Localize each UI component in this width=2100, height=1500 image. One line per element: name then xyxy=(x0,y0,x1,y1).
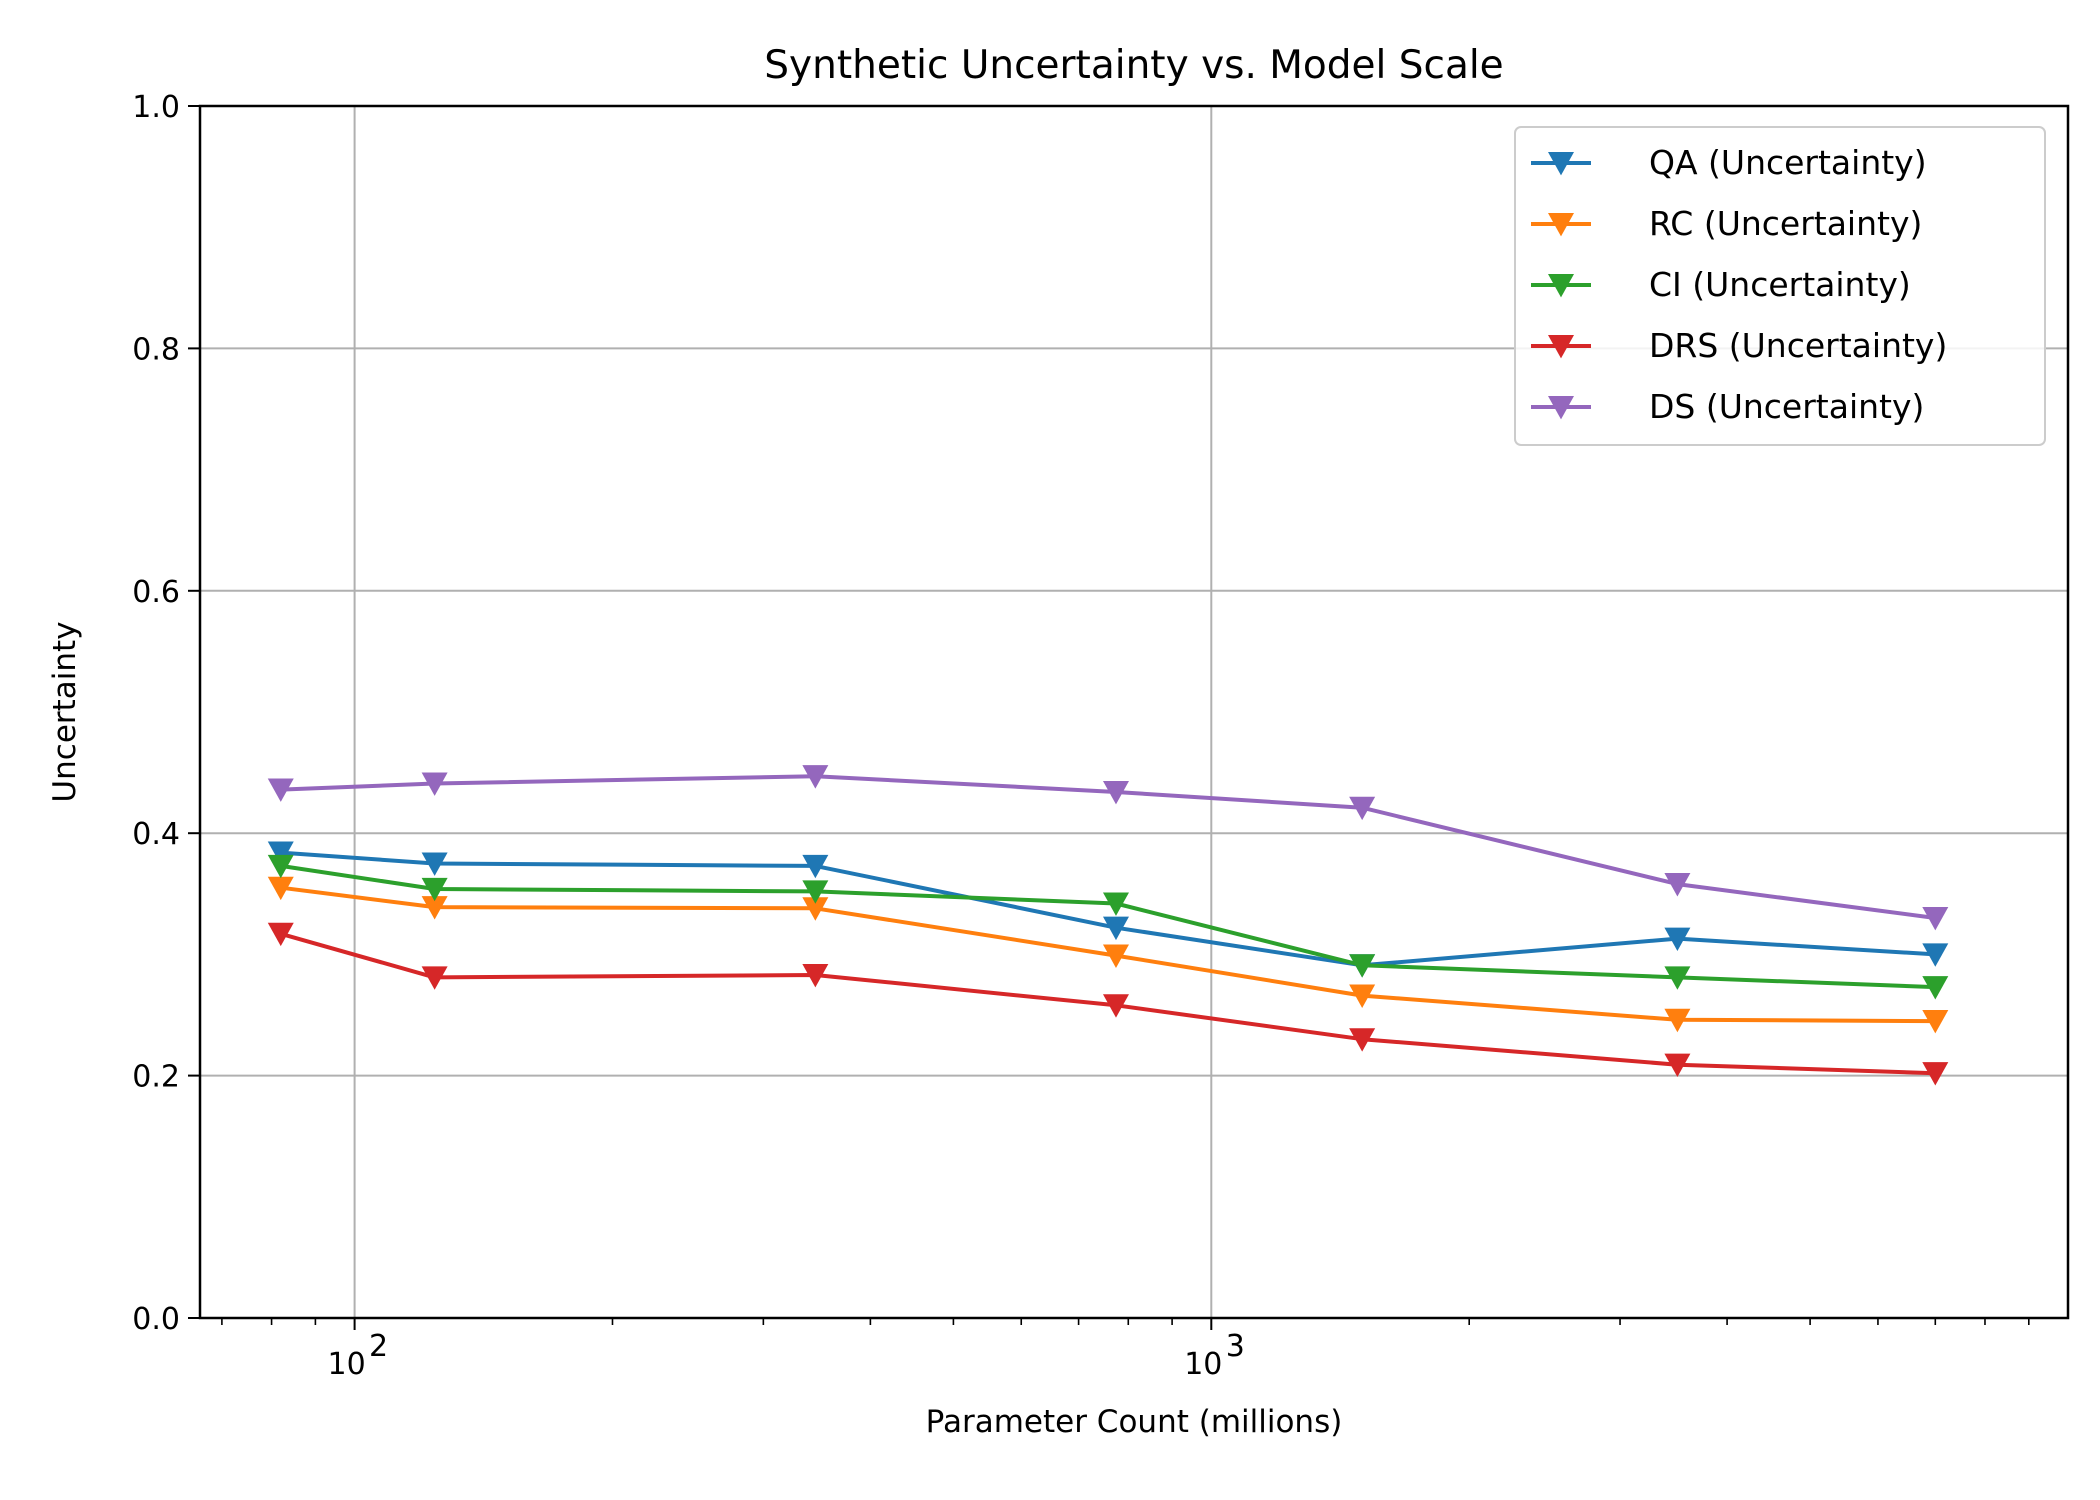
legend-marker xyxy=(1548,334,1574,359)
legend-marker xyxy=(1548,273,1574,298)
data-point xyxy=(1664,1053,1691,1078)
x-tick-exponent: 2 xyxy=(369,1329,388,1364)
y-tick-label: 0.8 xyxy=(132,332,180,367)
data-point xyxy=(1922,1010,1949,1034)
data-point xyxy=(421,966,448,990)
x-tick-label: 10 xyxy=(1184,1347,1222,1382)
data-point xyxy=(1102,892,1129,916)
data-point xyxy=(802,897,829,921)
series-2 xyxy=(267,854,1949,1000)
legend-marker xyxy=(1548,212,1574,237)
data-point xyxy=(267,778,294,802)
data-point xyxy=(1664,927,1691,951)
data-point xyxy=(1922,976,1949,1000)
y-tick-label: 0.0 xyxy=(132,1302,180,1337)
plot-frame xyxy=(198,104,2070,1320)
data-point xyxy=(1102,994,1129,1018)
series-3 xyxy=(267,922,1949,1086)
data-point xyxy=(1349,796,1376,821)
data-point xyxy=(1664,873,1691,897)
data-point xyxy=(1922,1062,1949,1086)
data-point xyxy=(1102,916,1129,941)
y-tick-label: 1.0 xyxy=(132,90,180,125)
data-point xyxy=(1102,780,1129,805)
grid xyxy=(200,106,2068,1318)
legend-box xyxy=(1514,126,2046,446)
data-point xyxy=(421,772,448,796)
data-point xyxy=(421,852,448,876)
x-tick-label: 10 xyxy=(328,1347,366,1382)
data-point xyxy=(1922,943,1949,967)
legend-marker xyxy=(1548,395,1574,420)
data-point xyxy=(267,841,294,865)
data-point xyxy=(802,765,829,789)
data-point xyxy=(421,877,448,902)
data-point xyxy=(1664,1008,1691,1033)
data-point xyxy=(1349,984,1376,1008)
data-point xyxy=(1922,906,1949,931)
data-point xyxy=(1664,966,1691,990)
data-point xyxy=(267,854,294,879)
data-point xyxy=(267,876,294,901)
x-axis-label: Parameter Count (millions) xyxy=(926,1404,1343,1440)
legend: QA (Uncertainty) RC (Uncertainty) CI (Unce… xyxy=(1514,126,2046,446)
series-layer xyxy=(267,765,1949,1086)
data-point xyxy=(421,896,448,920)
legend-label: RC (Uncertainty) xyxy=(1649,204,1922,243)
series-1 xyxy=(267,876,1949,1034)
y-axis-label: Uncertainty xyxy=(47,621,83,802)
data-point xyxy=(267,922,294,947)
data-point xyxy=(1102,944,1129,968)
data-point xyxy=(802,854,829,879)
data-point xyxy=(802,963,829,988)
series-0 xyxy=(267,841,1949,978)
chart-title: Synthetic Uncertainty vs. Model Scale xyxy=(764,43,1503,88)
y-tick-label: 0.6 xyxy=(132,575,180,610)
x-tick-exponent: 3 xyxy=(1226,1329,1245,1364)
y-axis: 0.0 0.2 0.4 0.6 0.8 1.0 xyxy=(132,90,200,1337)
legend-label: DS (Uncertainty) xyxy=(1649,387,1924,426)
legend-label: CI (Uncertainty) xyxy=(1649,265,1911,304)
legend-label: DRS (Uncertainty) xyxy=(1649,326,1947,365)
legend-label: QA (Uncertainty) xyxy=(1649,143,1927,182)
legend-marker xyxy=(1548,151,1574,176)
series-4 xyxy=(267,765,1949,931)
data-point xyxy=(1349,954,1376,978)
data-point xyxy=(1349,1028,1376,1052)
data-point xyxy=(802,880,829,904)
y-tick-label: 0.2 xyxy=(132,1060,180,1095)
y-tick-label: 0.4 xyxy=(132,817,180,852)
